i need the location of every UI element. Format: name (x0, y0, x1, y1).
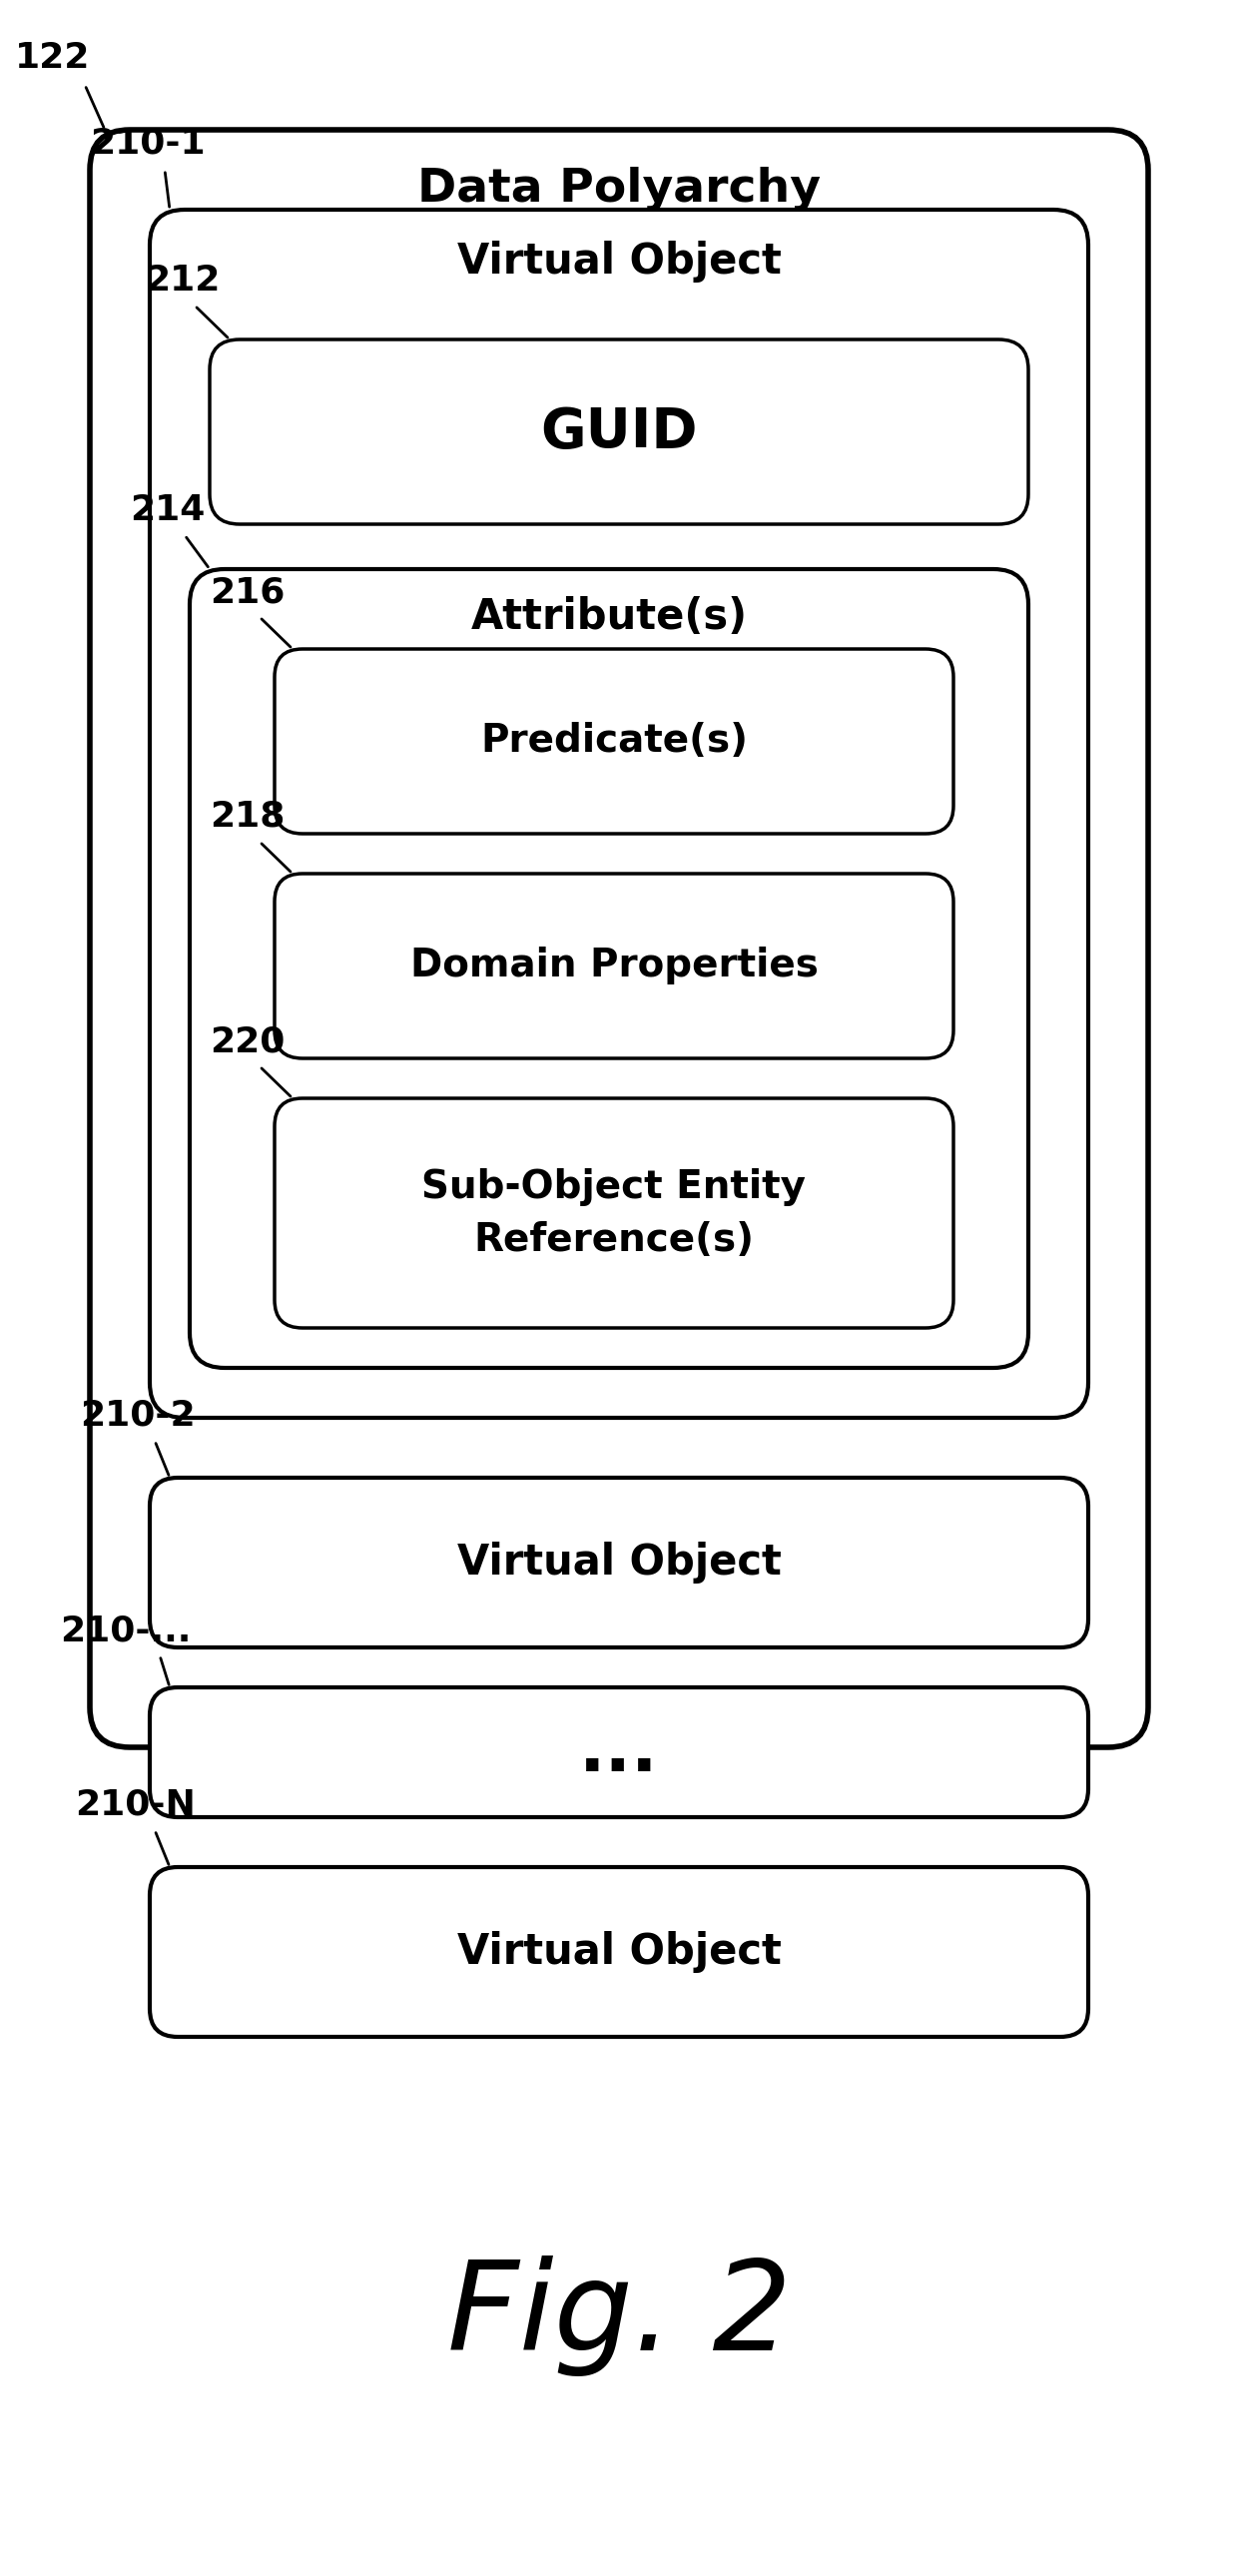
Text: 210-...: 210-... (60, 1613, 191, 1649)
Text: Sub-Object Entity
Reference(s): Sub-Object Entity Reference(s) (422, 1167, 806, 1260)
Text: 214: 214 (130, 492, 205, 528)
Text: 122: 122 (15, 41, 91, 75)
Text: 220: 220 (210, 1025, 285, 1059)
Text: Predicate(s): Predicate(s) (480, 721, 748, 760)
FancyBboxPatch shape (274, 873, 954, 1059)
Text: 210-1: 210-1 (89, 126, 206, 160)
Text: Virtual Object: Virtual Object (456, 240, 781, 283)
FancyBboxPatch shape (150, 1687, 1089, 1816)
Text: ...: ... (579, 1718, 658, 1785)
FancyBboxPatch shape (150, 1479, 1089, 1649)
Text: 216: 216 (210, 574, 285, 608)
Text: Domain Properties: Domain Properties (410, 948, 818, 984)
Text: GUID: GUID (541, 404, 698, 459)
FancyBboxPatch shape (210, 340, 1028, 523)
Text: 210-2: 210-2 (79, 1399, 196, 1432)
FancyBboxPatch shape (89, 129, 1148, 1747)
Text: 212: 212 (145, 263, 219, 299)
Text: Attribute(s): Attribute(s) (471, 595, 748, 639)
Text: Fig. 2: Fig. 2 (448, 2257, 792, 2378)
FancyBboxPatch shape (150, 1868, 1089, 2038)
FancyBboxPatch shape (190, 569, 1028, 1368)
Text: Virtual Object: Virtual Object (456, 1540, 781, 1584)
Text: Data Polyarchy: Data Polyarchy (418, 167, 821, 211)
FancyBboxPatch shape (150, 209, 1089, 1417)
Text: Virtual Object: Virtual Object (456, 1932, 781, 1973)
Text: 218: 218 (210, 799, 285, 835)
Text: 210-N: 210-N (74, 1788, 196, 1821)
FancyBboxPatch shape (274, 649, 954, 835)
FancyBboxPatch shape (274, 1097, 954, 1329)
